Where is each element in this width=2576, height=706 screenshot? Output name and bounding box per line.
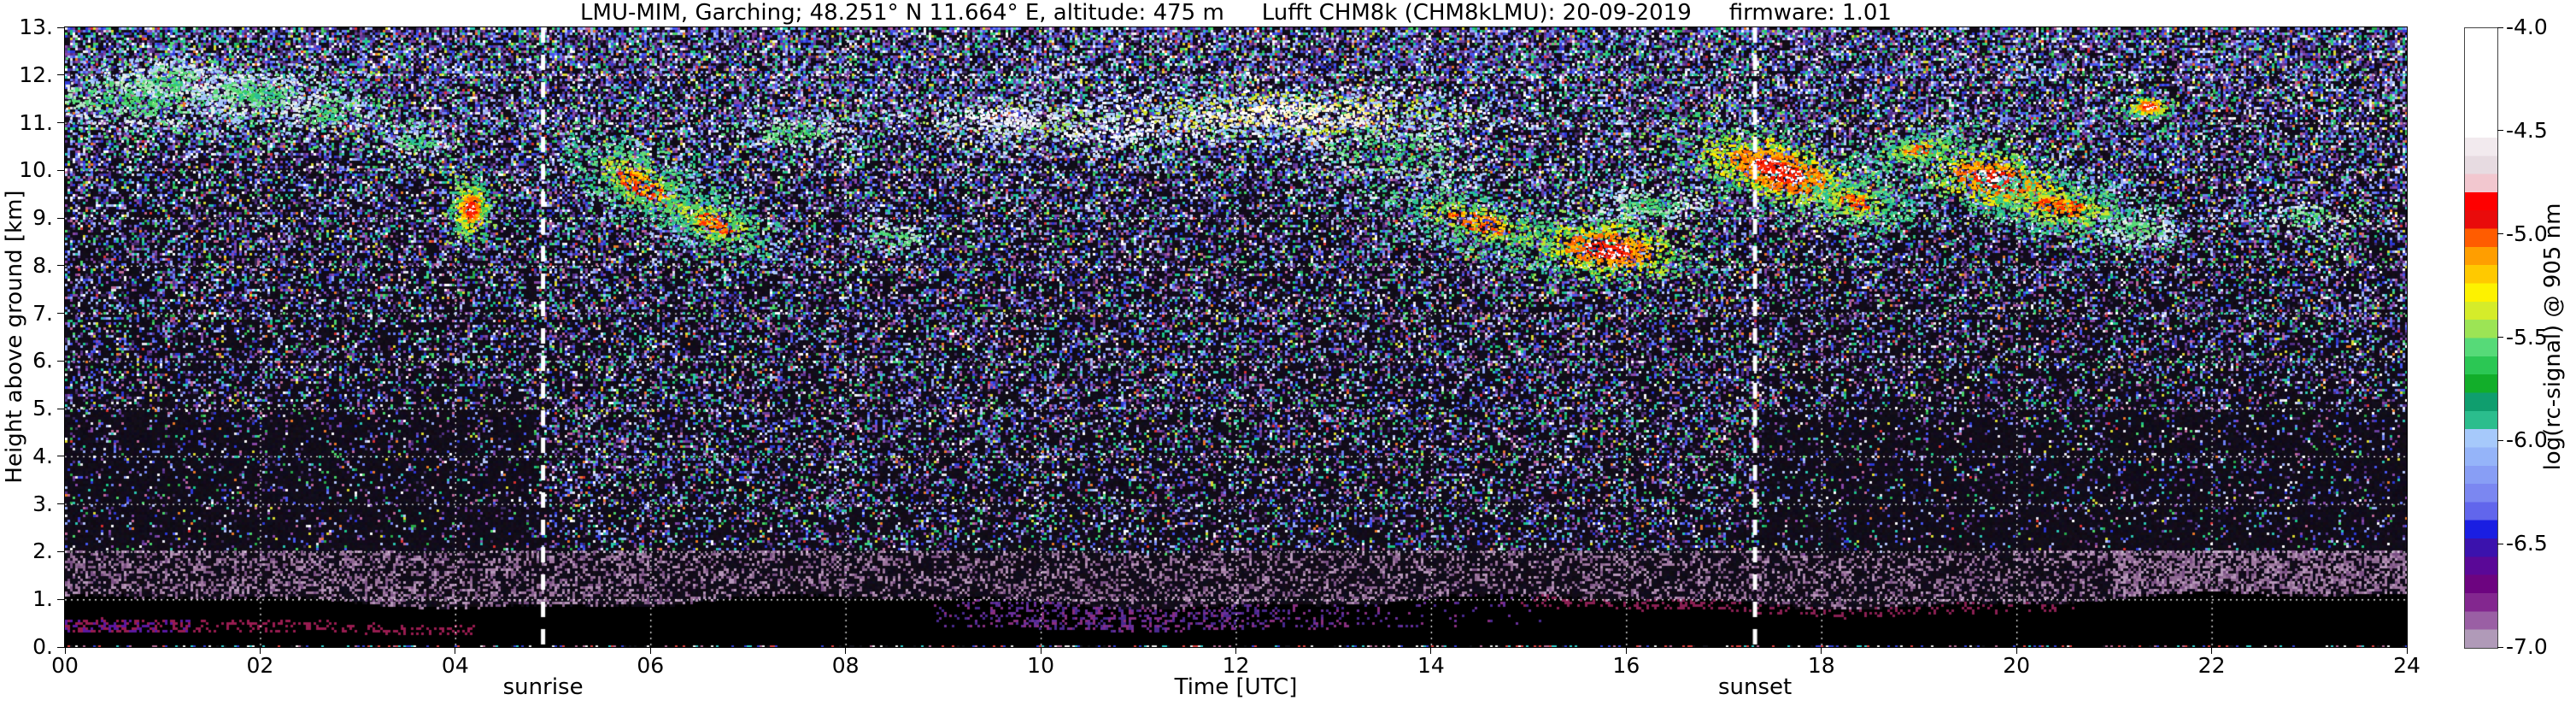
- y-tick-label: 12.: [19, 62, 53, 87]
- y-tick: [57, 503, 64, 505]
- x-tick-label: 00: [51, 653, 79, 678]
- y-tick: [57, 122, 64, 124]
- plot-area: [64, 26, 2408, 648]
- y-tick: [57, 74, 64, 76]
- x-tick-label: 10: [1027, 653, 1054, 678]
- colorbar-tick: [2497, 646, 2503, 648]
- y-tick-label: 10.: [19, 157, 53, 183]
- colorbar-tick-label: -6.0: [2506, 427, 2548, 453]
- x-tick-label: 04: [441, 653, 469, 678]
- y-tick-label: 0.: [32, 634, 53, 659]
- heatmap-canvas: [65, 27, 2407, 647]
- colorbar-tick-label: -6.5: [2506, 531, 2548, 556]
- y-tick-label: 4.: [32, 443, 53, 468]
- x-tick-label: 24: [2393, 653, 2421, 678]
- plot-title-instrument-date: Lufft CHM8k (CHM8kLMU): 20-09-2019: [1261, 0, 1692, 26]
- x-tick: [2211, 647, 2213, 654]
- x-tick: [2016, 647, 2017, 654]
- y-tick: [57, 598, 64, 600]
- y-tick: [57, 26, 64, 28]
- colorbar: [2464, 27, 2498, 649]
- x-tick-label: 14: [1417, 653, 1445, 678]
- x-tick: [1430, 647, 1432, 654]
- colorbar-tick-label: -5.5: [2506, 324, 2548, 350]
- colorbar-tick-label: -7.0: [2506, 634, 2548, 659]
- x-tick-label: 06: [637, 653, 665, 678]
- x-tick: [64, 647, 66, 654]
- y-tick: [57, 169, 64, 171]
- plot-title-station: LMU-MIM, Garching; 48.251° N 11.664° E, …: [580, 0, 1224, 26]
- sunset-label: sunset: [1717, 674, 1793, 700]
- x-tick-label: 20: [2003, 653, 2031, 678]
- y-tick-label: 5.: [32, 396, 53, 421]
- x-tick: [845, 647, 847, 654]
- colorbar-tick: [2497, 130, 2503, 132]
- x-tick-label: 22: [2198, 653, 2226, 678]
- plot-title: LMU-MIM, Garching; 48.251° N 11.664° E, …: [65, 0, 2407, 26]
- colorbar-tick: [2497, 439, 2503, 441]
- y-tick-label: 8.: [32, 252, 53, 278]
- y-tick: [57, 217, 64, 219]
- x-tick: [649, 647, 651, 654]
- x-tick: [1625, 647, 1627, 654]
- x-tick-label: 16: [1612, 653, 1640, 678]
- y-tick-label: 6.: [32, 348, 53, 374]
- colorbar-tick-label: -4.0: [2506, 15, 2548, 39]
- x-tick: [1040, 647, 1042, 654]
- x-tick-label: 08: [831, 653, 860, 678]
- colorbar-tick: [2497, 26, 2503, 28]
- x-tick-label: 02: [246, 653, 274, 678]
- x-tick: [1235, 647, 1236, 654]
- x-tick-label: 12: [1222, 653, 1250, 678]
- y-tick: [57, 265, 64, 267]
- x-tick-label: 18: [1807, 653, 1835, 678]
- y-tick: [57, 360, 64, 362]
- y-tick-label: 1.: [32, 586, 53, 612]
- x-tick: [2406, 647, 2408, 654]
- colorbar-tick-label: -4.5: [2506, 117, 2548, 143]
- x-tick: [259, 647, 261, 654]
- y-tick-label: 13.: [19, 15, 53, 39]
- y-tick: [57, 313, 64, 315]
- y-axis-label: Height above ground [km]: [2, 190, 27, 484]
- y-tick-label: 7.: [32, 300, 53, 326]
- y-tick: [57, 550, 64, 552]
- colorbar-tick: [2497, 337, 2503, 338]
- sunrise-label: sunrise: [502, 674, 584, 700]
- x-tick: [1821, 647, 1822, 654]
- colorbar-tick: [2497, 233, 2503, 235]
- plot-title-firmware: firmware: 1.01: [1728, 0, 1892, 26]
- y-tick: [57, 646, 64, 648]
- x-axis-label: Time [UTC]: [1174, 674, 1298, 700]
- y-tick-label: 9.: [32, 205, 53, 231]
- y-tick-label: 3.: [32, 491, 53, 516]
- y-tick-label: 11.: [19, 109, 53, 135]
- colorbar-tick-label: -5.0: [2506, 221, 2548, 246]
- y-tick-label: 2.: [32, 538, 53, 564]
